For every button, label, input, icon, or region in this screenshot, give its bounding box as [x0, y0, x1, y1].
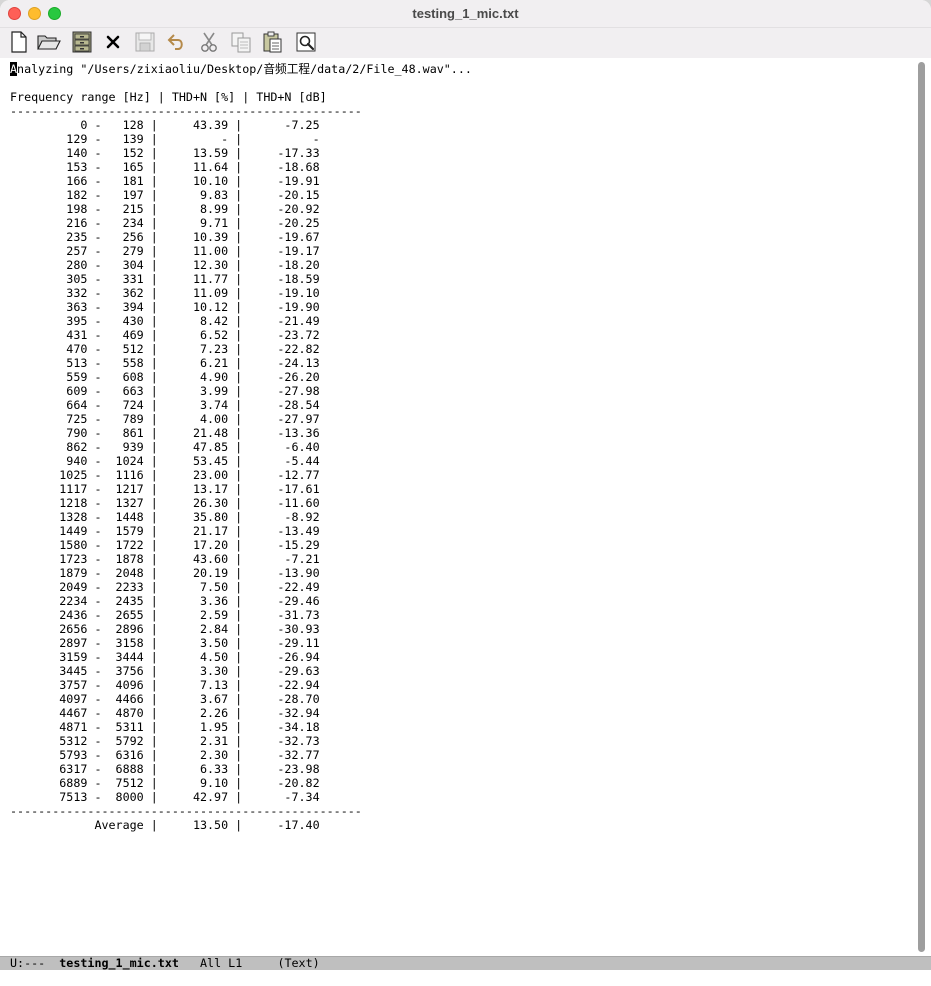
table-row: 7513 - 8000 | 42.97 | -7.34	[59, 790, 320, 804]
table-row: 3757 - 4096 | 7.13 | -22.94	[59, 678, 320, 692]
table-row: 395 - 430 | 8.42 | -21.49	[66, 314, 320, 328]
search-icon	[296, 32, 316, 52]
table-row: 6317 - 6888 | 6.33 | -23.98	[59, 762, 320, 776]
file-cabinet-icon	[72, 31, 92, 53]
table-row: 140 - 152 | 13.59 | -17.33	[66, 146, 320, 160]
mode-line: U:--- testing_1_mic.txt All L1 (Text)	[0, 956, 931, 970]
table-row: 3445 - 3756 | 3.30 | -29.63	[59, 664, 320, 678]
analyzing-line: nalyzing "/Users/zixiaoliu/Desktop/音频工程/…	[17, 62, 472, 76]
table-row: 559 - 608 | 4.90 | -26.20	[66, 370, 320, 384]
table-row: 235 - 256 | 10.39 | -19.67	[66, 230, 320, 244]
table-row: 4097 - 4466 | 3.67 | -28.70	[59, 692, 320, 706]
table-row: 513 - 558 | 6.21 | -24.13	[66, 356, 320, 370]
folder-open-icon	[37, 35, 61, 50]
zoom-window-button[interactable]	[48, 7, 61, 20]
save-button[interactable]	[132, 29, 158, 55]
copy-button[interactable]	[228, 29, 254, 55]
average-row: Average | 13.50 | -17.40	[10, 818, 320, 832]
table-row: 1723 - 1878 | 43.60 | -7.21	[59, 552, 320, 566]
table-row: 0 - 128 | 43.39 | -7.25	[80, 118, 320, 132]
table-row: 5312 - 5792 | 2.31 | -32.73	[59, 734, 320, 748]
table-row: 198 - 215 | 8.99 | -20.92	[66, 202, 320, 216]
title-bar[interactable]: testing_1_mic.txt	[0, 0, 931, 28]
table-row: 2234 - 2435 | 3.36 | -29.46	[59, 594, 320, 608]
table-row: 153 - 165 | 11.64 | -18.68	[66, 160, 320, 174]
cut-button[interactable]	[196, 29, 222, 55]
table-row: 2436 - 2655 | 2.59 | -31.73	[59, 608, 320, 622]
new-file-button[interactable]	[6, 29, 32, 55]
undo-button[interactable]	[164, 29, 190, 55]
table-row: 470 - 512 | 7.23 | -22.82	[66, 342, 320, 356]
table-header: Frequency range [Hz] | THD+N [%] | THD+N…	[10, 90, 327, 104]
table-row: 1580 - 1722 | 17.20 | -15.29	[59, 538, 320, 552]
search-button[interactable]	[293, 29, 319, 55]
table-separator: ----------------------------------------…	[10, 104, 362, 118]
paste-button[interactable]	[259, 29, 285, 55]
toolbar	[0, 28, 931, 58]
modeline-position: All L1	[200, 956, 243, 970]
table-row: 790 - 861 | 21.48 | -13.36	[66, 426, 320, 440]
table-row: 4871 - 5311 | 1.95 | -34.18	[59, 720, 320, 734]
scrollbar-thumb[interactable]	[918, 62, 925, 952]
table-row: 862 - 939 | 47.85 | -6.40	[66, 440, 320, 454]
table-row: 725 - 789 | 4.00 | -27.97	[66, 412, 320, 426]
table-row: 166 - 181 | 10.10 | -19.91	[66, 174, 320, 188]
table-row: 182 - 197 | 9.83 | -20.15	[66, 188, 320, 202]
table-row: 1025 - 1116 | 23.00 | -12.77	[59, 468, 320, 482]
table-row: 431 - 469 | 6.52 | -23.72	[66, 328, 320, 342]
undo-icon	[167, 34, 183, 50]
table-row: 4467 - 4870 | 2.26 | -32.94	[59, 706, 320, 720]
modeline-status: U:---	[10, 956, 46, 970]
vertical-scrollbar[interactable]	[916, 58, 931, 956]
minimize-window-button[interactable]	[28, 7, 41, 20]
table-row: 940 - 1024 | 53.45 | -5.44	[66, 454, 320, 468]
table-row: 2656 - 2896 | 2.84 | -30.93	[59, 622, 320, 636]
table-row: 129 - 139 | - | -	[66, 132, 320, 146]
kill-buffer-button[interactable]	[100, 29, 126, 55]
table-row: 5793 - 6316 | 2.30 | -32.77	[59, 748, 320, 762]
table-row: 216 - 234 | 9.71 | -20.25	[66, 216, 320, 230]
table-row: 664 - 724 | 3.74 | -28.54	[66, 398, 320, 412]
table-row: 2897 - 3158 | 3.50 | -29.11	[59, 636, 320, 650]
new-file-icon	[11, 31, 27, 53]
table-row: 1328 - 1448 | 35.80 | -8.92	[59, 510, 320, 524]
buffer-text[interactable]: Analyzing "/Users/zixiaoliu/Desktop/音频工程…	[10, 62, 472, 832]
table-row: 363 - 394 | 10.12 | -19.90	[66, 300, 320, 314]
copy-icon	[231, 32, 251, 53]
table-separator-bottom: ----------------------------------------…	[10, 804, 362, 818]
table-row: 280 - 304 | 12.30 | -18.20	[66, 258, 320, 272]
open-file-button[interactable]	[36, 29, 62, 55]
table-row: 2049 - 2233 | 7.50 | -22.49	[59, 580, 320, 594]
save-icon	[135, 32, 155, 52]
table-row: 1117 - 1217 | 13.17 | -17.61	[59, 482, 320, 496]
modeline-buffer-name[interactable]: testing_1_mic.txt	[59, 956, 179, 970]
close-icon	[106, 35, 120, 49]
table-body: 0 - 128 | 43.39 | -7.25 129 - 139 | - | …	[10, 118, 320, 804]
close-window-button[interactable]	[8, 7, 21, 20]
table-row: 1218 - 1327 | 26.30 | -11.60	[59, 496, 320, 510]
table-row: 6889 - 7512 | 9.10 | -20.82	[59, 776, 320, 790]
table-row: 332 - 362 | 11.09 | -19.10	[66, 286, 320, 300]
table-row: 257 - 279 | 11.00 | -19.17	[66, 244, 320, 258]
table-row: 1879 - 2048 | 20.19 | -13.90	[59, 566, 320, 580]
table-row: 1449 - 1579 | 21.17 | -13.49	[59, 524, 320, 538]
modeline-major-mode[interactable]: (Text)	[277, 956, 320, 970]
table-row: 305 - 331 | 11.77 | -18.59	[66, 272, 320, 286]
dired-button[interactable]	[69, 29, 95, 55]
table-row: 3159 - 3444 | 4.50 | -26.94	[59, 650, 320, 664]
text-cursor: A	[10, 62, 18, 76]
window-title: testing_1_mic.txt	[412, 6, 519, 21]
minibuffer[interactable]	[0, 970, 931, 986]
text-editor-area[interactable]: Analyzing "/Users/zixiaoliu/Desktop/音频工程…	[0, 58, 931, 956]
table-row: 609 - 663 | 3.99 | -27.98	[66, 384, 320, 398]
scissors-icon	[201, 32, 217, 52]
paste-icon	[263, 31, 282, 53]
